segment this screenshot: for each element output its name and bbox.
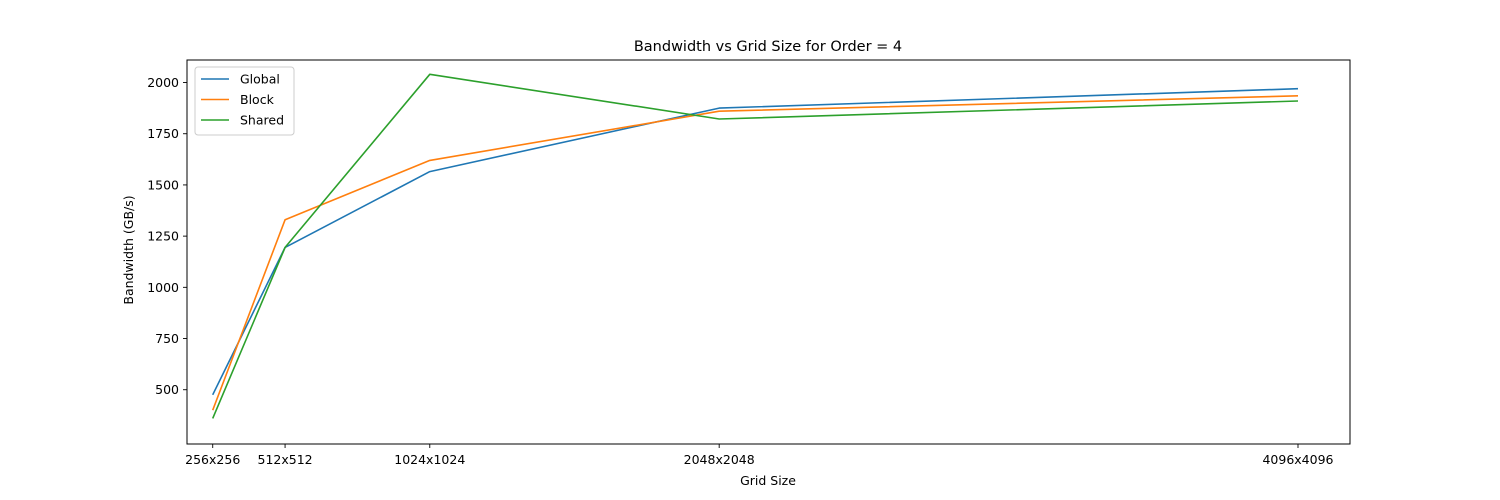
x-tick-label: 256x256	[185, 452, 240, 467]
legend-box	[194, 66, 295, 136]
y-tick-label: 750	[155, 331, 179, 346]
x-axis-label: Grid Size	[740, 473, 796, 488]
x-tick-label: 4096x4096	[1262, 452, 1333, 467]
y-axis: 500 750 1000 1250 1500 1750 2000	[147, 75, 187, 397]
series-line-shared	[211, 73, 1299, 419]
legend-label-global: Global	[240, 72, 280, 87]
x-tick-label: 2048x2048	[684, 452, 755, 467]
legend-label-shared: Shared	[240, 113, 284, 128]
x-tick-label: 512x512	[258, 452, 313, 467]
y-tick-label: 500	[155, 382, 179, 397]
y-tick-label: 2000	[147, 75, 179, 90]
y-axis-label: Bandwidth (GB/s)	[121, 195, 136, 304]
y-tick-label: 1000	[147, 280, 179, 295]
series-line-block	[211, 95, 1299, 411]
y-tick-label: 1750	[147, 126, 179, 141]
x-tick-label: 1024x1024	[394, 452, 465, 467]
legend: Global Block Shared	[194, 66, 295, 136]
legend-label-block: Block	[240, 92, 275, 107]
series-line-global	[211, 87, 1299, 396]
y-tick-label: 1250	[147, 229, 179, 244]
x-axis: 256x256 512x512 1024x1024 2048x2048 4096x409…	[185, 444, 1334, 467]
series-lines	[211, 73, 1299, 419]
plot-area	[186, 59, 1351, 445]
y-tick-label: 1500	[147, 177, 179, 192]
chart-title: Bandwidth vs Grid Size for Order = 4	[634, 39, 902, 55]
